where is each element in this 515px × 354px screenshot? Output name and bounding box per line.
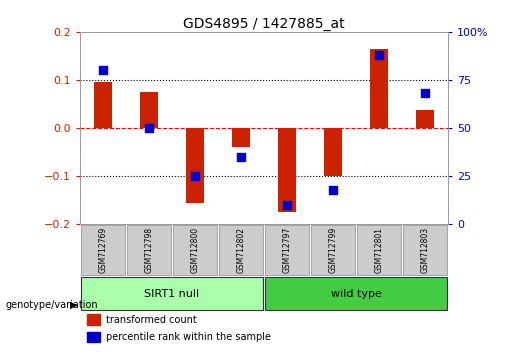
Text: GSM712799: GSM712799 bbox=[329, 227, 337, 273]
FancyBboxPatch shape bbox=[81, 225, 125, 275]
Text: GSM712803: GSM712803 bbox=[421, 227, 430, 273]
Bar bbox=[232, 128, 250, 147]
Bar bbox=[278, 128, 296, 212]
Text: transformed count: transformed count bbox=[106, 315, 196, 325]
Text: ▶: ▶ bbox=[70, 300, 77, 310]
Text: SIRT1 null: SIRT1 null bbox=[144, 289, 199, 299]
Bar bbox=[416, 110, 434, 128]
Bar bbox=[94, 82, 112, 128]
Text: genotype/variation: genotype/variation bbox=[5, 300, 98, 310]
Text: GSM712798: GSM712798 bbox=[144, 227, 153, 273]
FancyBboxPatch shape bbox=[81, 278, 263, 310]
Point bbox=[191, 173, 199, 179]
Text: wild type: wild type bbox=[331, 289, 382, 299]
FancyBboxPatch shape bbox=[127, 225, 171, 275]
Text: GSM712800: GSM712800 bbox=[191, 227, 199, 273]
FancyBboxPatch shape bbox=[311, 225, 355, 275]
FancyBboxPatch shape bbox=[265, 225, 309, 275]
Title: GDS4895 / 1427885_at: GDS4895 / 1427885_at bbox=[183, 17, 345, 31]
FancyBboxPatch shape bbox=[173, 225, 217, 275]
Point bbox=[283, 202, 291, 208]
Point bbox=[421, 91, 429, 96]
Bar bbox=[87, 314, 100, 325]
Bar bbox=[370, 49, 388, 128]
Point bbox=[99, 68, 107, 73]
Point bbox=[145, 125, 153, 131]
Text: GSM712769: GSM712769 bbox=[98, 227, 107, 273]
FancyBboxPatch shape bbox=[357, 225, 401, 275]
FancyBboxPatch shape bbox=[219, 225, 263, 275]
Point bbox=[375, 52, 383, 58]
Text: GSM712797: GSM712797 bbox=[282, 227, 291, 273]
Point bbox=[329, 187, 337, 193]
Text: GSM712802: GSM712802 bbox=[236, 227, 246, 273]
FancyBboxPatch shape bbox=[265, 278, 447, 310]
Text: percentile rank within the sample: percentile rank within the sample bbox=[106, 332, 270, 342]
Bar bbox=[140, 92, 158, 128]
Text: GSM712801: GSM712801 bbox=[374, 227, 384, 273]
Bar bbox=[186, 128, 204, 202]
Point bbox=[237, 154, 245, 160]
Bar bbox=[87, 332, 100, 342]
Bar bbox=[324, 128, 342, 176]
FancyBboxPatch shape bbox=[403, 225, 447, 275]
